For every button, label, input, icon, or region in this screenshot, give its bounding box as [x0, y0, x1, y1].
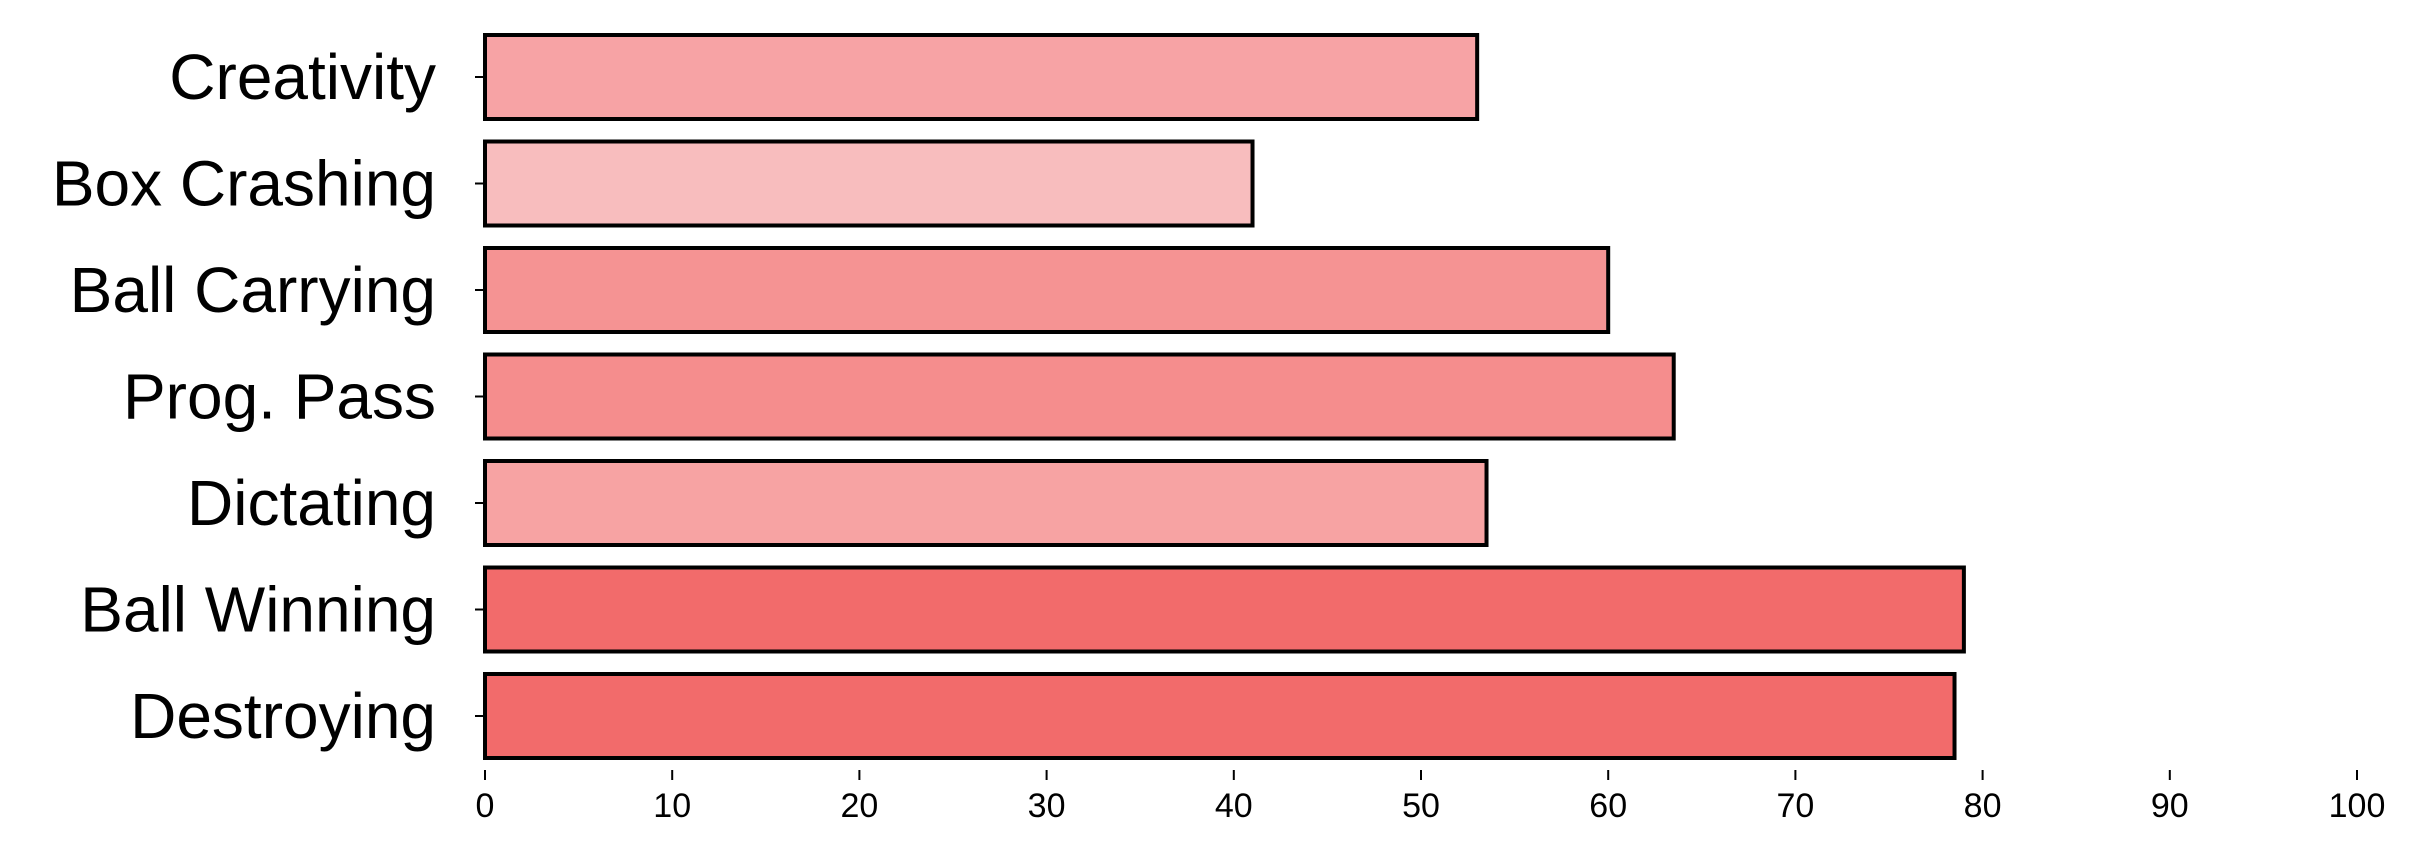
x-tick-label: 30 [1028, 787, 1066, 825]
category-label: Box Crashing [52, 148, 436, 220]
x-tick-label: 80 [1964, 787, 2002, 825]
x-tick-label: 10 [653, 787, 691, 825]
bar-dictating [483, 459, 1489, 547]
category-label: Creativity [169, 41, 436, 113]
x-tick-label: 70 [1776, 787, 1814, 825]
bar-ball-winning [483, 565, 1966, 654]
x-tick-label: 20 [840, 787, 878, 825]
bar-box-crashing [483, 139, 1255, 228]
x-tick-label: 50 [1402, 787, 1440, 825]
bar-ball-carrying [483, 246, 1611, 334]
bar-creativity [483, 33, 1480, 121]
x-tick-label: 60 [1589, 787, 1627, 825]
bar-destroying [483, 672, 1957, 760]
x-axis: 0 10 20 30 40 50 60 70 80 90 100 [476, 770, 2386, 825]
bars-layer [483, 33, 1966, 760]
category-label: Dictating [187, 467, 436, 539]
x-tick-label: 40 [1215, 787, 1253, 825]
category-label: Destroying [130, 680, 436, 752]
bar-prog-pass [483, 352, 1676, 441]
x-tick-label: 90 [2151, 787, 2189, 825]
x-tick-label: 0 [476, 787, 495, 825]
y-axis: Creativity Box Crashing Ball Carrying Prog.… [52, 41, 485, 752]
category-label: Ball Winning [80, 574, 436, 646]
x-tick-label: 100 [2329, 787, 2386, 825]
category-label: Ball Carrying [70, 254, 436, 326]
category-label: Prog. Pass [123, 361, 436, 433]
